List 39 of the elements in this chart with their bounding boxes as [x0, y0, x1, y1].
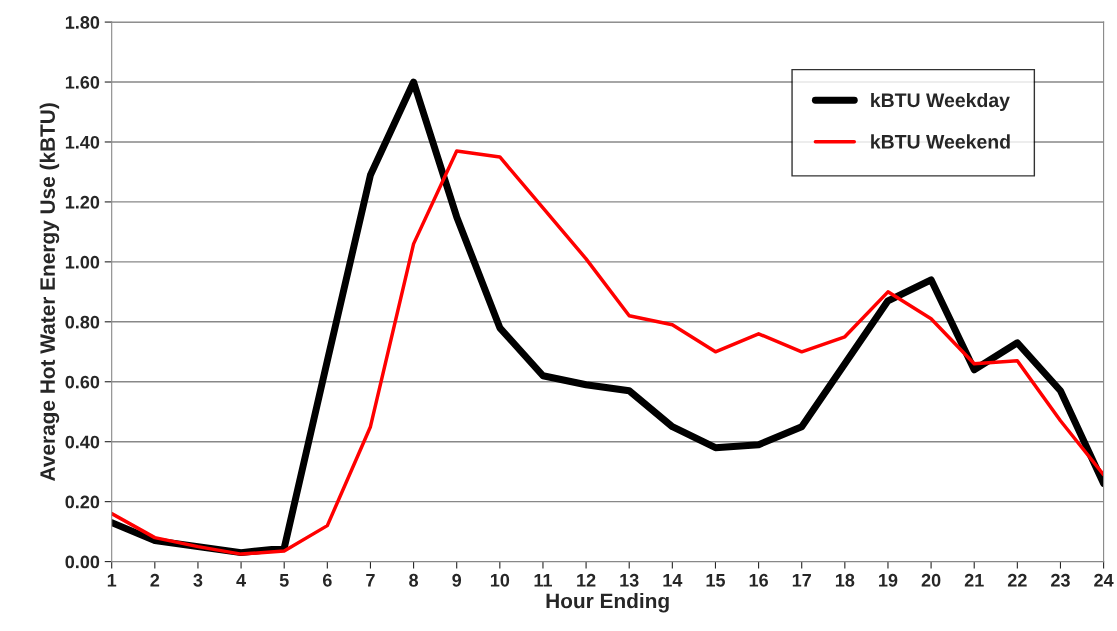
x-tick-label: 8: [409, 573, 419, 587]
x-tick-label: 6: [322, 573, 332, 587]
y-axis-title: Average Hot Water Energy Use (kBTU): [39, 103, 60, 481]
x-tick-label: 4: [236, 574, 246, 587]
x-tick-label: 14: [663, 574, 683, 587]
x-tick-label: 11: [534, 574, 552, 587]
x-tick-label: 7: [366, 574, 375, 587]
y-tick-label: 1.40: [65, 135, 100, 149]
y-tick-label: 0.40: [65, 435, 100, 449]
y-tick-label: 0.60: [65, 375, 100, 389]
y-tick-label: 0.20: [65, 495, 100, 509]
x-tick-label: 16: [749, 573, 768, 587]
x-tick-label: 24: [1094, 573, 1114, 587]
legend-label: kBTU Weekend: [871, 134, 1010, 149]
x-tick-label: 13: [620, 573, 639, 587]
x-tick-label: 12: [577, 573, 596, 587]
x-tick-label: 1: [107, 574, 117, 587]
x-tick-label: 5: [279, 574, 289, 587]
x-tick-label: 21: [964, 573, 984, 587]
y-tick-label: 1.60: [65, 75, 100, 89]
x-tick-label: 2: [150, 573, 160, 587]
x-tick-label: 23: [1051, 573, 1070, 587]
line-series: [111, 149, 1104, 556]
x-axis-title: Hour Ending: [546, 593, 669, 613]
y-tick-label: 1.20: [65, 195, 100, 209]
y-tick-label: 0.80: [65, 315, 100, 329]
x-tick-label: 15: [706, 574, 725, 587]
x-tick-label: 20: [921, 573, 941, 587]
y-tick-label: 1.80: [65, 16, 100, 29]
x-tick-label: 17: [792, 574, 811, 587]
x-tick-label: 3: [193, 573, 203, 587]
y-tick-label: 1.00: [65, 255, 100, 269]
y-tick-label: 0.00: [65, 555, 100, 569]
x-tick-label: 19: [879, 573, 898, 587]
x-tick-label: 10: [490, 573, 510, 587]
legend-label: kBTU Weekday: [871, 92, 1010, 112]
x-tick-label: 18: [835, 573, 855, 587]
x-tick-label: 22: [1007, 573, 1027, 587]
x-tick-label: 9: [452, 573, 462, 587]
